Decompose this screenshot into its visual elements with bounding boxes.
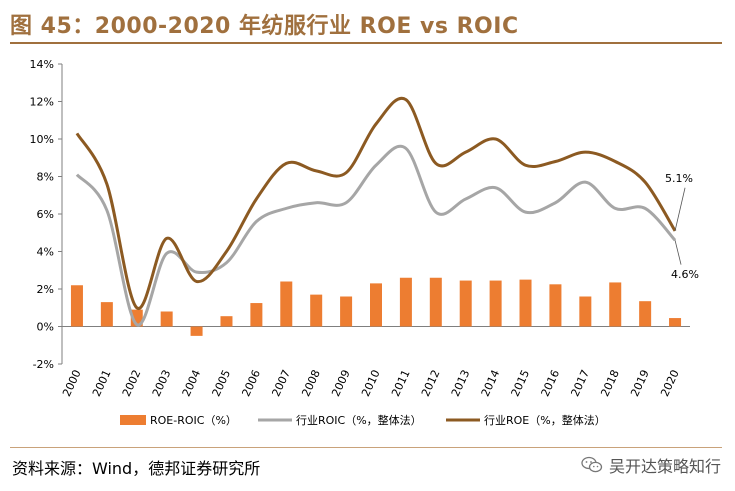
bar: [639, 301, 652, 327]
bar: [459, 280, 472, 327]
x-tick-label: 2014: [479, 368, 503, 399]
y-tick-label: 10%: [30, 133, 54, 146]
bar-series: [70, 277, 682, 336]
x-tick-label: 2005: [210, 368, 234, 399]
line-series: [75, 96, 677, 327]
bar: [549, 284, 562, 327]
bar: [370, 283, 382, 327]
x-tick-label: 2013: [449, 368, 473, 399]
bar: [429, 277, 442, 327]
y-tick-label: 8%: [37, 171, 54, 184]
bar: [280, 281, 293, 327]
x-tick-label: 2011: [389, 368, 413, 399]
title-divider: [10, 42, 722, 44]
y-tick-label: 14%: [30, 58, 54, 71]
y-tick-label: 2%: [37, 283, 54, 296]
x-tick-label: 2001: [90, 368, 114, 399]
watermark-text: 吴开达策略知行: [608, 457, 721, 476]
x-tick-label: 2015: [509, 368, 533, 399]
bar: [250, 303, 263, 327]
x-tick-label: 2020: [658, 368, 682, 399]
watermark: 吴开达策略知行: [581, 453, 721, 477]
x-tick-label: 2017: [568, 368, 592, 399]
wechat-icon: [581, 456, 603, 473]
bar: [609, 282, 622, 327]
bar: [220, 316, 233, 327]
x-tick-label: 2019: [628, 368, 652, 399]
x-tick-label: 2004: [180, 368, 204, 399]
x-tick-label: 2007: [269, 368, 293, 399]
bar: [70, 285, 83, 327]
legend-label-bar: ROE-ROIC（%）: [150, 414, 237, 427]
roic-leader-line: [674, 240, 682, 265]
bar: [310, 294, 323, 327]
axes: -2%0%2%4%6%8%10%12%14%2000 2001 2002 2003 20…: [30, 58, 690, 399]
bar: [190, 326, 203, 336]
bar: [160, 311, 173, 327]
bar: [399, 277, 412, 327]
bar: [669, 318, 682, 327]
annotations: 5.1% 4.6%: [665, 172, 699, 281]
x-tick-label: 2010: [359, 368, 383, 399]
bar: [519, 279, 532, 327]
footer-divider: [10, 447, 722, 448]
y-tick-label: 0%: [37, 321, 54, 334]
x-tick-label: 2000: [60, 368, 84, 399]
x-tick-label: 2018: [598, 368, 622, 399]
y-tick-label: -2%: [33, 358, 54, 371]
bar: [579, 296, 592, 327]
bar: [489, 280, 502, 327]
x-tick-label: 2002: [120, 368, 144, 399]
y-tick-label: 4%: [37, 246, 54, 259]
legend-swatch-bar: [120, 415, 146, 425]
bar: [340, 296, 353, 327]
roe-leader-line: [674, 187, 686, 231]
roic-line: [75, 144, 677, 327]
y-tick-label: 12%: [30, 96, 54, 109]
x-tick-label: 2009: [329, 368, 353, 399]
x-tick-label: 2012: [419, 368, 443, 399]
chart-title: 图 45：2000-2020 年纺服行业 ROE vs ROIC: [10, 14, 519, 39]
x-tick-label: 2003: [150, 368, 174, 399]
x-tick-label: 2006: [239, 368, 263, 399]
legend-label-roic: 行业ROIC（%，整体法）: [296, 413, 422, 427]
x-tick-label: 2008: [299, 368, 323, 399]
roe-line: [75, 96, 677, 310]
y-tick-label: 6%: [37, 208, 54, 221]
bar: [100, 302, 113, 327]
chart: -2%0%2%4%6%8%10%12%14%2000 2001 2002 2003 20…: [30, 58, 699, 427]
source-note: 资料来源：Wind，德邦证券研究所: [12, 459, 261, 478]
legend: ROE-ROIC（%） 行业ROIC（%，整体法） 行业ROE（%，整体法）: [120, 413, 606, 427]
roic-end-label: 4.6%: [671, 268, 699, 281]
roe-end-label: 5.1%: [665, 172, 693, 185]
x-tick-label: 2016: [539, 368, 563, 399]
legend-label-roe: 行业ROE（%，整体法）: [484, 413, 606, 427]
